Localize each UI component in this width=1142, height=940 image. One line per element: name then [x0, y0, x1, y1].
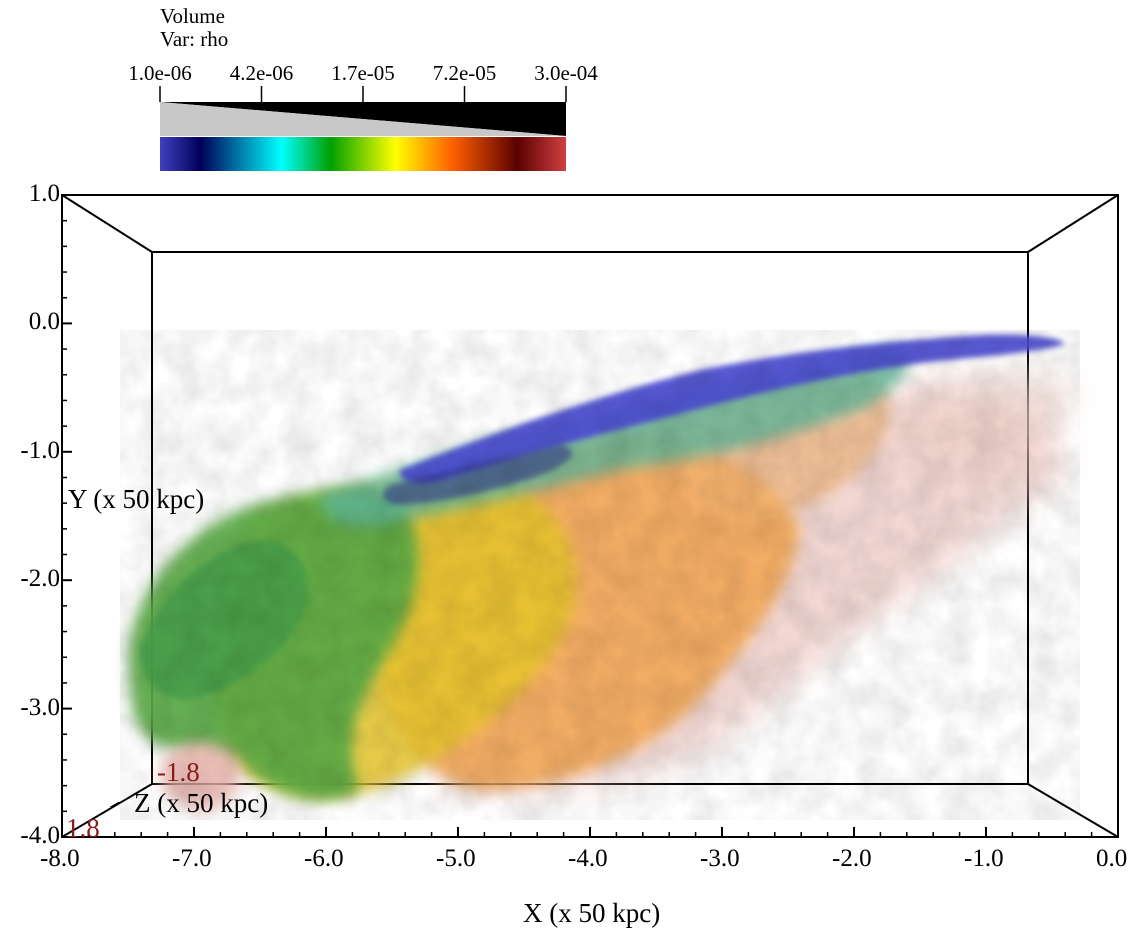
legend-var-label: Var: rho — [160, 27, 229, 51]
y-tick-label: 1.0 — [28, 180, 60, 207]
legend-title: Volume — [160, 4, 225, 28]
x-axis-title: X (x 50 kpc) — [523, 898, 661, 928]
z-axis-title: Z (x 50 kpc) — [134, 788, 269, 818]
volume-render — [120, 330, 1080, 820]
x-axis-ticks — [61, 827, 1119, 837]
x-tick-label: -5.0 — [436, 845, 476, 872]
x-tick-label: -8.0 — [40, 845, 80, 872]
box-edge-tl — [61, 194, 153, 253]
legend-opacity-light — [160, 102, 566, 136]
legend-tick-label: 4.2e-06 — [229, 61, 294, 85]
legend-tick-label: 1.0e-06 — [128, 61, 192, 85]
z-tick-min: -1.8 — [157, 757, 200, 787]
x-tick-label: -7.0 — [172, 845, 212, 872]
x-tick-label: -1.0 — [964, 845, 1004, 872]
x-tick-label: 0.0 — [1096, 845, 1128, 872]
x-tick-label: -4.0 — [568, 845, 608, 872]
y-tick-label: -1.0 — [20, 436, 60, 464]
y-tick-label: -3.0 — [20, 693, 60, 721]
legend-tick-label: 7.2e-05 — [432, 61, 497, 85]
y-tick-label: 0.0 — [28, 308, 60, 336]
y-axis-title: Y (x 50 kpc) — [68, 484, 205, 514]
y-tick-label: -4.0 — [20, 822, 60, 849]
z-tick-max: 1.8 — [66, 813, 100, 843]
x-tick-label: -2.0 — [832, 845, 872, 872]
legend-tick-label: 1.7e-05 — [331, 61, 395, 85]
y-tick-label: -2.0 — [20, 565, 60, 593]
legend-colorbar — [160, 137, 566, 171]
x-tick-label: -3.0 — [700, 845, 740, 872]
box-edge-tr — [1027, 194, 1119, 253]
turbulence-texture — [120, 330, 1080, 820]
legend-tick-label: 3.0e-04 — [534, 61, 598, 85]
y-axis-ticks — [62, 194, 72, 838]
legend-ticks — [159, 86, 567, 102]
x-tick-label: -6.0 — [304, 845, 344, 872]
